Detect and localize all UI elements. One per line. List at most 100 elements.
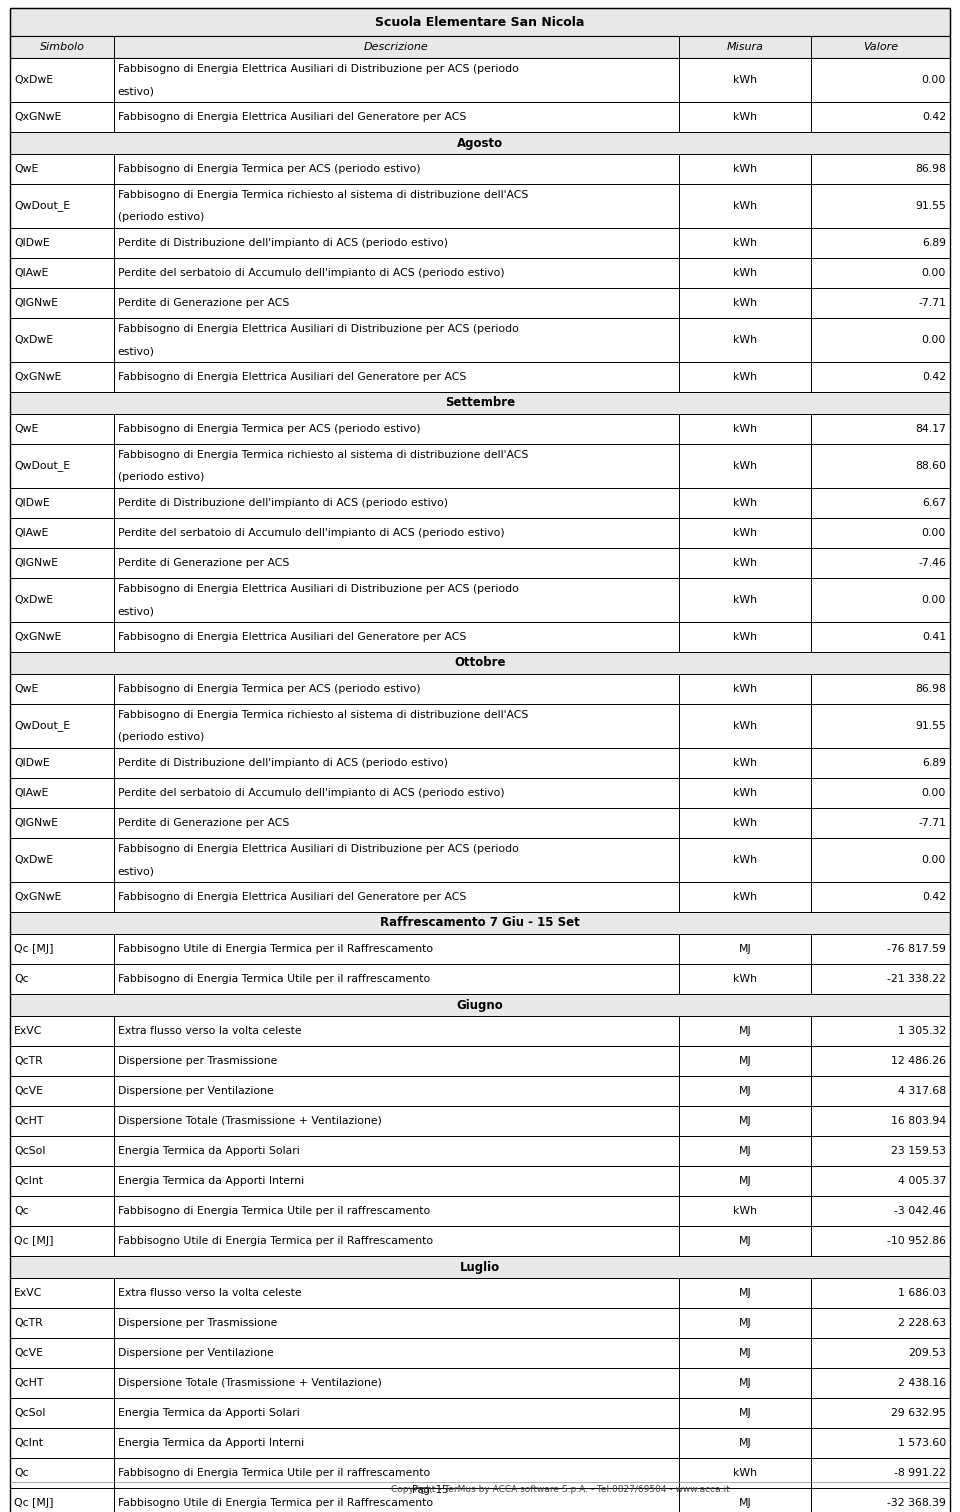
Text: 0.00: 0.00 (922, 336, 946, 345)
Text: Dispersione per Ventilazione: Dispersione per Ventilazione (118, 1086, 274, 1096)
Text: 91.55: 91.55 (915, 201, 946, 212)
Text: 2 438.16: 2 438.16 (898, 1377, 946, 1388)
Text: MJ: MJ (738, 1318, 752, 1328)
Text: Perdite di Distribuzione dell'impianto di ACS (periodo estivo): Perdite di Distribuzione dell'impianto d… (118, 237, 447, 248)
Text: 0.00: 0.00 (922, 854, 946, 865)
Text: MJ: MJ (738, 1176, 752, 1185)
Text: QxGNwE: QxGNwE (14, 632, 61, 643)
Text: 1 305.32: 1 305.32 (898, 1027, 946, 1036)
Text: 1 686.03: 1 686.03 (898, 1288, 946, 1297)
Bar (10, 1368, 950, 1399)
Text: -7.71: -7.71 (918, 818, 946, 829)
Text: -10 952.86: -10 952.86 (887, 1235, 946, 1246)
Text: QcVE: QcVE (14, 1349, 43, 1358)
Text: QwE: QwE (14, 423, 38, 434)
Text: 86.98: 86.98 (915, 683, 946, 694)
Text: Ottobre: Ottobre (454, 656, 506, 670)
Bar (10, 1458, 950, 1488)
Text: MJ: MJ (738, 1288, 752, 1297)
Text: QcHT: QcHT (14, 1377, 43, 1388)
Bar (10, 1016, 950, 1046)
Text: -7.46: -7.46 (918, 558, 946, 569)
Bar (10, 652, 950, 674)
Bar (10, 1226, 950, 1256)
Text: QcSol: QcSol (14, 1408, 45, 1418)
Text: 0.00: 0.00 (922, 528, 946, 538)
Text: Fabbisogno di Energia Termica richiesto al sistema di distribuzione dell'ACS: Fabbisogno di Energia Termica richiesto … (118, 711, 528, 720)
Text: -21 338.22: -21 338.22 (887, 974, 946, 984)
Text: MJ: MJ (738, 1438, 752, 1448)
Text: QlGNwE: QlGNwE (14, 818, 58, 829)
Text: Perdite di Generazione per ACS: Perdite di Generazione per ACS (118, 558, 289, 569)
Text: 0.41: 0.41 (922, 632, 946, 643)
Text: QxDwE: QxDwE (14, 76, 53, 85)
Text: -7.71: -7.71 (918, 298, 946, 308)
Text: Energia Termica da Apporti Interni: Energia Termica da Apporti Interni (118, 1176, 304, 1185)
Text: QxDwE: QxDwE (14, 336, 53, 345)
Text: Luglio: Luglio (460, 1261, 500, 1273)
Text: ExVC: ExVC (14, 1027, 42, 1036)
Text: estivo): estivo) (118, 346, 155, 355)
Text: 0.00: 0.00 (922, 268, 946, 278)
Text: Settembre: Settembre (444, 396, 516, 410)
Text: kWh: kWh (732, 1207, 756, 1216)
Text: QwDout_E: QwDout_E (14, 201, 70, 212)
Text: QlDwE: QlDwE (14, 237, 50, 248)
Bar (10, 1308, 950, 1338)
Text: ExVC: ExVC (14, 1288, 42, 1297)
Text: kWh: kWh (732, 1468, 756, 1479)
Bar (10, 36, 950, 57)
Text: QxGNwE: QxGNwE (14, 112, 61, 122)
Bar (10, 392, 950, 414)
Text: Extra flusso verso la volta celeste: Extra flusso verso la volta celeste (118, 1288, 301, 1297)
Text: Fabbisogno di Energia Elettrica Ausiliari del Generatore per ACS: Fabbisogno di Energia Elettrica Ausiliar… (118, 112, 467, 122)
Bar (10, 934, 950, 965)
Text: 2 228.63: 2 228.63 (898, 1318, 946, 1328)
Bar (10, 101, 950, 132)
Text: Fabbisogno di Energia Elettrica Ausiliari di Distribuzione per ACS (periodo: Fabbisogno di Energia Elettrica Ausiliar… (118, 584, 518, 594)
Text: 29 632.95: 29 632.95 (891, 1408, 946, 1418)
Text: Valore: Valore (863, 42, 898, 51)
Text: Extra flusso verso la volta celeste: Extra flusso verso la volta celeste (118, 1027, 301, 1036)
Bar (10, 965, 950, 993)
Text: Fabbisogno di Energia Elettrica Ausiliari del Generatore per ACS: Fabbisogno di Energia Elettrica Ausiliar… (118, 892, 467, 903)
Text: Qc: Qc (14, 1468, 29, 1479)
Text: kWh: kWh (732, 497, 756, 508)
Text: Qc: Qc (14, 974, 29, 984)
Bar (10, 578, 950, 621)
Text: kWh: kWh (732, 788, 756, 798)
Text: kWh: kWh (732, 632, 756, 643)
Text: Energia Termica da Apporti Interni: Energia Termica da Apporti Interni (118, 1438, 304, 1448)
Text: Misura: Misura (727, 42, 763, 51)
Bar (10, 154, 950, 184)
Text: QlDwE: QlDwE (14, 497, 50, 508)
Text: 88.60: 88.60 (915, 461, 946, 472)
Text: kWh: kWh (732, 201, 756, 212)
Text: Scuola Elementare San Nicola: Scuola Elementare San Nicola (375, 15, 585, 29)
Text: Perdite del serbatoio di Accumulo dell'impianto di ACS (periodo estivo): Perdite del serbatoio di Accumulo dell'i… (118, 528, 504, 538)
Text: MJ: MJ (738, 1027, 752, 1036)
Bar (10, 488, 950, 519)
Text: 209.53: 209.53 (908, 1349, 946, 1358)
Text: 0.42: 0.42 (922, 112, 946, 122)
Bar (10, 57, 950, 101)
Text: Perdite di Distribuzione dell'impianto di ACS (periodo estivo): Perdite di Distribuzione dell'impianto d… (118, 758, 447, 768)
Text: Qc [MJ]: Qc [MJ] (14, 1235, 54, 1246)
Text: MJ: MJ (738, 1377, 752, 1388)
Text: QxDwE: QxDwE (14, 854, 53, 865)
Text: 4 317.68: 4 317.68 (898, 1086, 946, 1096)
Text: QlGNwE: QlGNwE (14, 558, 58, 569)
Text: kWh: kWh (732, 528, 756, 538)
Bar (10, 445, 950, 488)
Text: Dispersione per Ventilazione: Dispersione per Ventilazione (118, 1349, 274, 1358)
Text: QwDout_E: QwDout_E (14, 461, 70, 472)
Text: kWh: kWh (732, 237, 756, 248)
Text: Copyright - TerMus by ACCA software S.p.A. - Tel.0827/69504 - www.acca.it: Copyright - TerMus by ACCA software S.p.… (391, 1485, 730, 1494)
Text: Fabbisogno di Energia Termica richiesto al sistema di distribuzione dell'ACS: Fabbisogno di Energia Termica richiesto … (118, 191, 528, 200)
Text: Qc [MJ]: Qc [MJ] (14, 1498, 54, 1507)
Text: Energia Termica da Apporti Solari: Energia Termica da Apporti Solari (118, 1146, 300, 1157)
Text: Perdite del serbatoio di Accumulo dell'impianto di ACS (periodo estivo): Perdite del serbatoio di Accumulo dell'i… (118, 788, 504, 798)
Text: 84.17: 84.17 (915, 423, 946, 434)
Bar (10, 1338, 950, 1368)
Text: kWh: kWh (732, 268, 756, 278)
